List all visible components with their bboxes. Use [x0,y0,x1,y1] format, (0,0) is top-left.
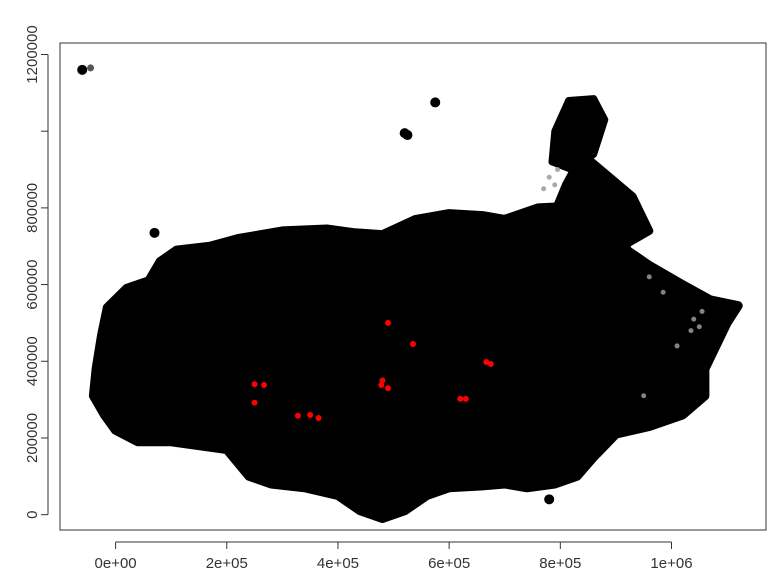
x-tick-label: 0e+00 [95,555,137,572]
data-point [402,130,413,141]
data-point [430,97,441,108]
highlighted-point [384,319,391,326]
x-tick-label: 2e+05 [206,555,248,572]
dense-point-cloud [77,64,743,523]
speckle-point [546,174,552,180]
speckle-point [674,343,680,349]
speckle-point [691,316,697,322]
highlighted-point [251,381,258,388]
dense-region-main [88,199,743,523]
speckle-point [555,167,561,173]
plot-frame [59,42,767,531]
highlighted-point [315,415,322,422]
y-axis: 0 200000 400000 600000 800000 1200000 [24,25,49,519]
highlighted-point [261,382,268,389]
speckle-point [641,393,647,399]
highlighted-point [410,341,416,348]
highlighted-points [251,319,494,422]
highlighted-point [379,377,386,384]
highlighted-point [462,395,469,402]
x-tick-label: 1e+06 [650,555,692,572]
dense-region-north-tip [548,95,609,173]
speckle-point [688,328,694,334]
x-axis: 0e+00 2e+05 4e+05 6e+05 8e+05 1e+06 [95,541,693,572]
speckle-point [646,274,652,280]
data-point [87,64,95,72]
y-tick-label: 200000 [24,413,41,463]
x-tick-label: 8e+05 [539,555,581,572]
data-point [77,64,88,75]
speckle-point [699,308,705,314]
speckle-point [552,182,558,188]
highlighted-point [251,399,258,406]
speckle-point [696,324,702,330]
speckle-point [660,289,666,295]
highlighted-point [457,395,464,402]
data-point [149,227,160,238]
dense-region-north-arm [523,150,654,278]
highlighted-point [294,412,301,419]
y-tick-label: 400000 [24,336,41,386]
y-tick-label: 600000 [24,260,41,310]
highlighted-point [307,411,314,418]
speckle-point [541,186,547,192]
highlighted-point [487,360,494,367]
x-tick-label: 6e+05 [428,555,470,572]
data-point [544,494,555,505]
x-tick-label: 4e+05 [317,555,359,572]
y-tick-label: 800000 [24,183,41,233]
y-tick-label: 1200000 [24,25,41,83]
speckle-points [541,167,705,399]
y-tick-label: 0 [24,510,41,518]
highlighted-point [384,385,391,392]
highlighted-point [378,382,385,389]
